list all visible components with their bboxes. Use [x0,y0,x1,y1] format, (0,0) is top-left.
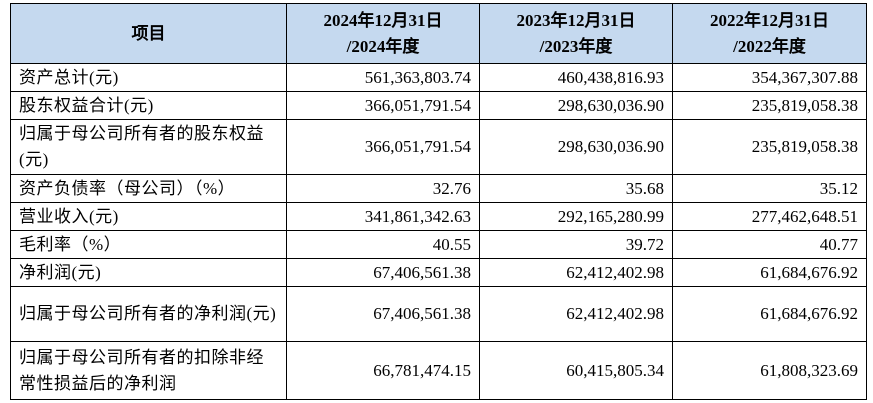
row-label: 毛利率（%） [10,230,287,259]
table-header-row: 项目 2024年12月31日 /2024年度 2023年12月31日 /2023… [10,3,867,64]
table-row: 归属于母公司所有者的股东权益(元) 366,051,791.54 298,630… [10,119,867,175]
header-2023: 2023年12月31日 /2023年度 [479,3,673,64]
value-2023: 39.72 [479,230,673,259]
header-2022-year: /2022年度 [733,36,806,56]
value-2023: 60,415,805.34 [479,341,673,400]
value-2022: 35.12 [672,174,867,203]
table-row: 毛利率（%） 40.55 39.72 40.77 [10,230,867,259]
header-2023-year: /2023年度 [539,36,613,56]
row-label: 归属于母公司所有者的股东权益(元) [10,119,287,175]
financial-table-container: 项目 2024年12月31日 /2024年度 2023年12月31日 /2023… [10,3,867,400]
value-2023: 35.68 [479,174,673,203]
value-2024: 341,861,342.63 [286,202,480,231]
value-2024: 561,363,803.74 [286,63,480,92]
header-2024-year: /2024年度 [346,36,420,56]
value-2023: 62,412,402.98 [479,286,673,342]
value-2023: 460,438,816.93 [479,63,673,92]
header-2024-date: 2024年12月31日 [323,10,443,30]
value-2022: 61,684,676.92 [672,286,867,342]
header-2022-date: 2022年12月31日 [710,10,829,30]
value-2022: 235,819,058.38 [672,91,867,120]
value-2024: 67,406,561.38 [286,286,480,342]
row-label: 资产总计(元) [10,63,287,92]
header-2023-date: 2023年12月31日 [516,10,636,30]
row-label: 营业收入(元) [10,202,287,231]
value-2024: 366,051,791.54 [286,119,480,175]
value-2023: 292,165,280.99 [479,202,673,231]
value-2024: 32.76 [286,174,480,203]
value-2023: 62,412,402.98 [479,258,673,287]
value-2024: 366,051,791.54 [286,91,480,120]
value-2022: 354,367,307.88 [672,63,867,92]
table-row: 资产负债率（母公司）（%） 32.76 35.68 35.12 [10,174,867,203]
row-label: 归属于母公司所有者的净利润(元) [10,286,287,342]
value-2024: 40.55 [286,230,480,259]
value-2022: 235,819,058.38 [672,119,867,175]
value-2024: 67,406,561.38 [286,258,480,287]
row-label: 资产负债率（母公司）（%） [10,174,287,203]
table-row: 营业收入(元) 341,861,342.63 292,165,280.99 27… [10,202,867,231]
value-2024: 66,781,474.15 [286,341,480,400]
row-label: 股东权益合计(元) [10,91,287,120]
header-2022: 2022年12月31日 /2022年度 [672,3,867,64]
table-row: 净利润(元) 67,406,561.38 62,412,402.98 61,68… [10,258,867,287]
header-2024: 2024年12月31日 /2024年度 [286,3,480,64]
header-item: 项目 [10,3,287,64]
value-2022: 61,808,323.69 [672,341,867,400]
value-2022: 40.77 [672,230,867,259]
financial-summary-table: 项目 2024年12月31日 /2024年度 2023年12月31日 /2023… [10,3,867,400]
table-row: 股东权益合计(元) 366,051,791.54 298,630,036.90 … [10,91,867,120]
value-2022: 277,462,648.51 [672,202,867,231]
row-label: 净利润(元) [10,258,287,287]
table-row: 资产总计(元) 561,363,803.74 460,438,816.93 35… [10,63,867,92]
value-2023: 298,630,036.90 [479,91,673,120]
value-2022: 61,684,676.92 [672,258,867,287]
table-row: 归属于母公司所有者的扣除非经常性损益后的净利润 66,781,474.15 60… [10,341,867,400]
table-row: 归属于母公司所有者的净利润(元) 67,406,561.38 62,412,40… [10,286,867,342]
row-label: 归属于母公司所有者的扣除非经常性损益后的净利润 [10,341,287,400]
value-2023: 298,630,036.90 [479,119,673,175]
